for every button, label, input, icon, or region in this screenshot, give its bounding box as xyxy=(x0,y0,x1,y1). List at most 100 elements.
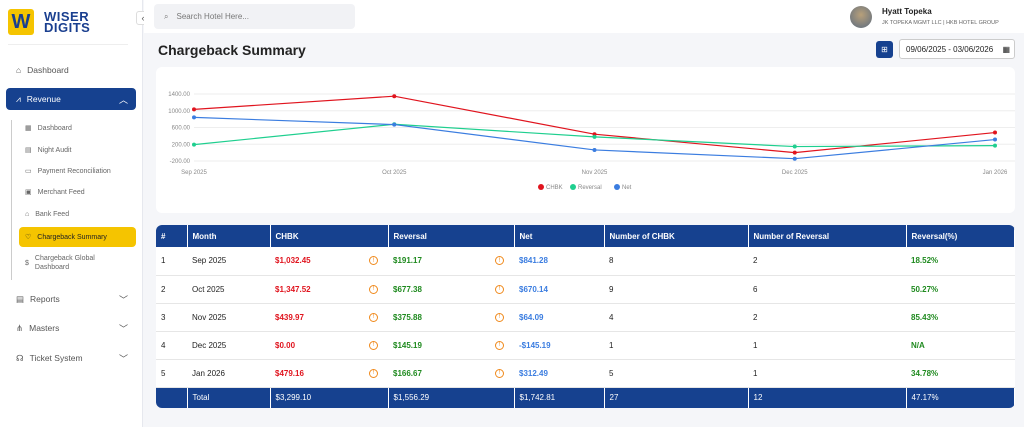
table-cell: 5 xyxy=(156,359,187,388)
cell-value: $64.09 xyxy=(519,312,544,322)
info-icon[interactable]: ! xyxy=(495,368,504,378)
logo-mark: W xyxy=(8,9,34,35)
table-cell: $479.16! xyxy=(270,359,388,388)
cell-value: $670.14 xyxy=(519,284,548,294)
cell-value: 6 xyxy=(753,284,758,294)
label: Masters xyxy=(29,323,60,333)
info-icon[interactable]: ! xyxy=(495,284,504,294)
dollar-icon: $ xyxy=(25,259,29,267)
info-icon[interactable]: ! xyxy=(495,340,504,350)
legend-marker xyxy=(570,184,576,190)
sidebar-sub-chargeback-global[interactable]: $ Chargeback Global Dashboard xyxy=(19,252,136,274)
search-input[interactable]: ⌕ Search Hotel Here... xyxy=(154,4,355,29)
cell-value: 5 xyxy=(161,368,166,378)
table-cell: 1 xyxy=(604,331,748,360)
chevron-down-icon: ﹀ xyxy=(118,323,128,334)
y-tick-label: 1400.00 xyxy=(168,92,190,98)
table-row: 5 Jan 2026 $479.16! $166.67! $312.49 5 1 34.78% xyxy=(156,359,1015,388)
cell-value: 85.43% xyxy=(911,312,939,322)
table-cell: Nov 2025 xyxy=(187,303,270,332)
table-cell: Jan 2026 xyxy=(187,359,270,388)
logo[interactable]: W WISER DIGITS xyxy=(8,9,90,35)
sidebar-sub-chargeback-summary[interactable]: ♡ Chargeback Summary xyxy=(19,227,136,247)
legend-label: Net xyxy=(622,185,632,191)
divider xyxy=(8,44,128,45)
search-icon: ⌕ xyxy=(164,11,169,21)
table-cell: $0.00! xyxy=(270,331,388,360)
cell-value: 4 xyxy=(609,312,614,322)
sidebar-item-revenue[interactable]: ⩘ Revenue ︿ xyxy=(6,88,136,110)
column-header: Net xyxy=(514,225,605,247)
table-row: 4 Dec 2025 $0.00! $145.19! -$145.19 1 1 N/A xyxy=(156,331,1015,360)
table-row: 1 Sep 2025 $1,032.45! $191.17! $841.28 8 2 18.5… xyxy=(156,247,1015,276)
report-icon: ▤ xyxy=(16,293,25,304)
info-icon[interactable]: ! xyxy=(495,312,504,322)
sidebar-sub-bank-feed[interactable]: ⌂ Bank Feed xyxy=(19,204,136,224)
cell-value: Jan 2026 xyxy=(192,368,225,378)
data-point xyxy=(993,143,997,148)
page-title: Chargeback Summary xyxy=(158,42,306,58)
sidebar-sub-payment-reconciliation[interactable]: ▭ Payment Reconciliation xyxy=(19,161,136,181)
store-icon: ▣ xyxy=(25,189,32,196)
label: Bank Feed xyxy=(35,210,70,218)
sidebar-item-masters[interactable]: ⋔ Masters ﹀ xyxy=(6,317,136,339)
table-cell: 6 xyxy=(748,275,906,304)
hierarchy-icon: ⋔ xyxy=(16,322,24,333)
sidebar-sub-night-audit[interactable]: ▤ Night Audit xyxy=(19,140,136,160)
y-tick-label: 1000.00 xyxy=(168,109,190,115)
info-icon[interactable]: ! xyxy=(369,256,378,265)
table-cell: 18.52% xyxy=(906,247,1015,276)
column-header: Month xyxy=(187,225,271,247)
data-point xyxy=(792,144,797,149)
data-point xyxy=(792,150,797,155)
column-header: Reversal xyxy=(388,225,515,247)
cell-value: $439.97 xyxy=(275,312,304,322)
data-point xyxy=(592,147,597,152)
cell-value: 4 xyxy=(161,340,166,350)
table-cell: $670.14 xyxy=(514,275,604,304)
table-cell: 1 xyxy=(748,331,906,360)
sidebar-sub-dashboard[interactable]: ▦ Dashboard xyxy=(19,118,136,138)
cell-value: 1 xyxy=(753,368,758,378)
legend-marker xyxy=(614,184,620,190)
info-icon[interactable]: ! xyxy=(369,368,378,378)
cell-value: Oct 2025 xyxy=(192,284,225,294)
info-icon[interactable]: ! xyxy=(369,312,378,322)
legend-marker xyxy=(538,184,544,190)
search-placeholder: Search Hotel Here... xyxy=(176,12,249,21)
cell-value: $166.67 xyxy=(393,368,422,378)
tree-line xyxy=(11,120,12,280)
info-icon[interactable]: ! xyxy=(369,284,378,294)
table-cell: 1 xyxy=(156,247,187,276)
data-point xyxy=(592,134,597,139)
sidebar-item-ticket-system[interactable]: ☊ Ticket System ﹀ xyxy=(6,347,136,369)
sidebar-item-reports[interactable]: ▤ Reports ﹀ xyxy=(6,288,136,310)
cell-value: $1,032.45 xyxy=(275,256,311,266)
filter-button[interactable]: ⊞ xyxy=(876,41,893,58)
cell-value: 1 xyxy=(753,340,758,350)
cell-value: Dec 2025 xyxy=(192,340,227,350)
info-icon[interactable]: ! xyxy=(495,256,504,265)
avatar[interactable] xyxy=(850,6,872,28)
filter-icon: ⊞ xyxy=(881,45,888,54)
y-tick-label: 200.00 xyxy=(172,142,191,148)
column-header: # xyxy=(156,225,188,247)
date-range-picker[interactable]: 09/06/2025 - 03/06/2026 ▦ xyxy=(899,39,1015,59)
bank-icon: ⌂ xyxy=(25,210,30,218)
cell-value: 1 xyxy=(609,340,614,350)
chart-card: 1400.00 1000.00 600.00 200.00 -200.00 Sep 202… xyxy=(156,67,1015,213)
cell-value: 2 xyxy=(161,284,166,294)
sidebar-item-dashboard[interactable]: ⌂ Dashboard xyxy=(6,59,136,81)
sidebar-sub-merchant-feed[interactable]: ▣ Merchant Feed xyxy=(19,182,136,202)
column-header: Number of Reversal xyxy=(748,225,907,247)
y-tick-label: 600.00 xyxy=(172,126,191,132)
info-icon[interactable]: ! xyxy=(369,340,378,350)
logo-line2: DIGITS xyxy=(44,20,91,35)
legend-label: CHBK xyxy=(546,185,563,191)
legend-label: Reversal xyxy=(578,185,602,191)
table-cell: 4 xyxy=(156,331,187,360)
total-cell: $3,299.10 xyxy=(270,387,389,408)
table-cell: 4 xyxy=(604,303,748,332)
cell-value: 3 xyxy=(161,312,166,322)
cell-value: Nov 2025 xyxy=(192,312,227,322)
